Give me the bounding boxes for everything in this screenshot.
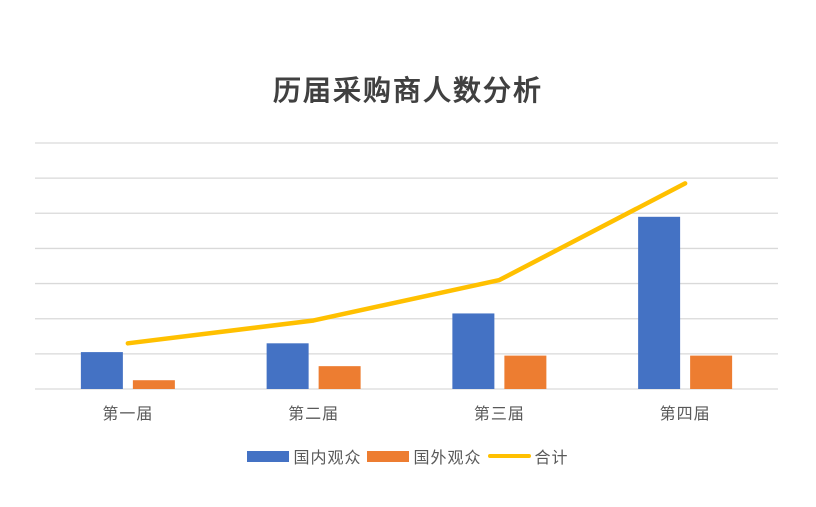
legend: 国内观众 国外观众 合计 xyxy=(0,444,816,468)
bar-国内观众-第二届[interactable] xyxy=(266,343,309,389)
x-axis-label-1[interactable]: 第一届 xyxy=(102,406,154,423)
legend-item-国外观众[interactable]: 国外观众 xyxy=(367,444,481,468)
x-axis-label-3[interactable]: 第三届 xyxy=(473,406,525,423)
bar-国内观众-第三届[interactable] xyxy=(452,313,495,389)
line-series-合计[interactable] xyxy=(125,181,688,346)
legend-item-国内观众[interactable]: 国内观众 xyxy=(247,444,361,468)
bar-国外观众-第四届[interactable] xyxy=(690,355,733,389)
bar-国外观众-第三届[interactable] xyxy=(504,355,547,389)
legend-line-marker-合计 xyxy=(487,453,531,459)
legend-item-合计[interactable]: 合计 xyxy=(487,444,569,468)
legend-swatch-国内观众 xyxy=(247,450,290,462)
x-axis-label-4[interactable]: 第四届 xyxy=(659,406,711,423)
x-axis-label-2[interactable]: 第二届 xyxy=(288,406,340,423)
bar-国外观众-第二届[interactable] xyxy=(318,366,361,389)
legend-label-国外观众: 国外观众 xyxy=(413,450,482,467)
legend-swatch-国外观众 xyxy=(367,450,410,462)
legend-label-国内观众: 国内观众 xyxy=(293,450,362,467)
legend-label-合计: 合计 xyxy=(534,450,569,467)
chart-title[interactable]: 历届采购商人数分析 xyxy=(272,76,543,107)
bar-国外观众-第一届[interactable] xyxy=(132,380,175,389)
bar-国内观众-第一届[interactable] xyxy=(80,352,123,389)
bar-国内观众-第四届[interactable] xyxy=(638,216,681,389)
